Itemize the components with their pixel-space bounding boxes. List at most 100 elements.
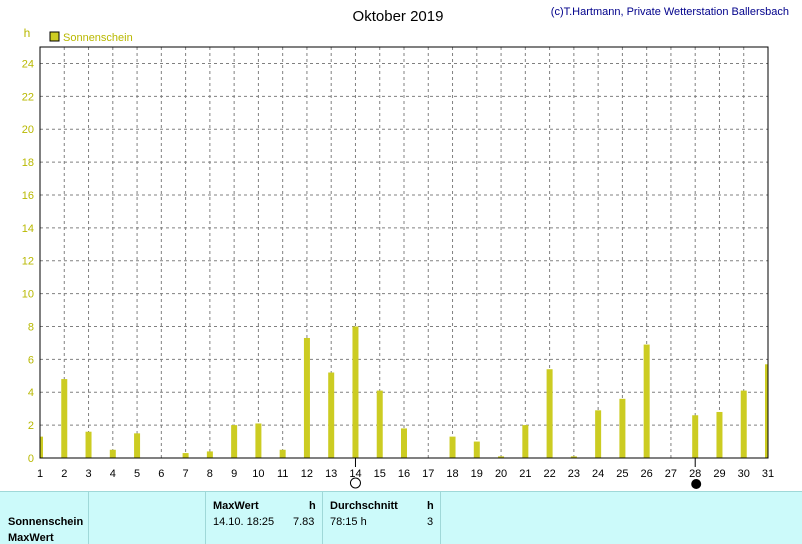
bar-day-31: 31: 5.7	[765, 364, 768, 458]
summary-empty-column	[89, 492, 206, 544]
x-tick-label: 25	[616, 468, 628, 480]
y-tick-label: 4	[28, 387, 34, 399]
summary-average-column: Durchschnitt h 78:15 h 3	[323, 492, 441, 544]
x-tick-label: 7	[183, 468, 189, 480]
x-tick-label: 26	[641, 468, 653, 480]
x-tick-label: 1	[37, 468, 43, 480]
sunshine-chart: Oktober 2019 (c)T.Hartmann, Private Wett…	[22, 6, 789, 489]
bar-day-26: 26: 6.9	[643, 344, 650, 458]
summary-max-column: MaxWert h 14.10. 18:25 7.83	[206, 492, 323, 544]
y-tick-label: 14	[22, 223, 34, 235]
x-tick-label: 24	[592, 468, 604, 480]
bar-day-2: 2: 4.8	[61, 379, 68, 458]
x-tick-label: 30	[738, 468, 750, 480]
credit-text: (c)T.Hartmann, Private Wetterstation Bal…	[551, 6, 789, 18]
bar-day-12: 12: 7.3	[303, 337, 310, 458]
x-tick-label: 29	[713, 468, 725, 480]
x-tick-label: 11	[277, 468, 288, 480]
bar-day-22: 22: 5.4	[546, 369, 553, 458]
x-tick-label: 8	[207, 468, 213, 480]
bar-day-19: 19: 1	[473, 441, 480, 458]
bar-day-28: 28: 2.6	[692, 415, 699, 458]
bar-day-4: 4: 0.5	[109, 449, 116, 458]
x-tick-label: 6	[158, 468, 164, 480]
bar-day-10: 10: 2.1	[255, 423, 262, 458]
max-value: 7.83	[293, 516, 315, 528]
x-tick-label: 4	[110, 468, 116, 480]
row-label-maxwert: MaxWert	[8, 532, 54, 544]
bar-day-29: 29: 2.8	[716, 411, 723, 458]
max-header: MaxWert	[213, 500, 259, 512]
y-tick-label: 6	[28, 354, 34, 366]
bar-day-5: 5: 1.5	[134, 433, 141, 458]
chart-title: Oktober 2019	[353, 8, 444, 25]
y-tick-label: 12	[22, 256, 34, 268]
bar-day-15: 15: 4.1	[376, 390, 383, 458]
x-tick-label: 2	[61, 468, 67, 480]
x-tick-label: 23	[568, 468, 580, 480]
y-tick-label: 18	[22, 157, 34, 169]
average-total: 78:15 h	[330, 516, 367, 528]
x-tick-label: 20	[495, 468, 507, 480]
y-tick-label: 10	[22, 289, 34, 301]
bar-day-16: 16: 1.8	[401, 428, 407, 458]
x-tick-label: 10	[252, 468, 264, 480]
x-tick-label: 28	[689, 468, 701, 480]
legend-swatch	[49, 31, 60, 42]
bar-day-24: 24: 2.9	[595, 410, 602, 458]
bar-day-8: 8: 0.4	[206, 451, 213, 458]
x-tick-label: 18	[446, 468, 458, 480]
grid-lines	[40, 47, 768, 458]
bars-group: 1: 1.32: 4.83: 1.64: 0.55: 1.56: 07: 0.3…	[40, 326, 768, 458]
y-axis-unit: h	[24, 26, 31, 40]
x-tick-labels: 1 2 3 4 5 6 7 8 9 10 11 12 13 14 15 16 17 18 19 20 21 22 23 24 2…	[37, 468, 774, 480]
x-tick-label: 14	[349, 468, 361, 480]
x-tick-label: 19	[471, 468, 483, 480]
x-tick-label: 22	[543, 468, 555, 480]
bar-day-3: 3: 1.6	[85, 431, 92, 458]
new-moon-icon	[691, 479, 702, 489]
y-tick-label: 16	[22, 190, 34, 202]
bar-day-30: 30: 4.1	[740, 390, 747, 458]
y-tick-label: 8	[28, 321, 34, 333]
average-unit: h	[427, 500, 434, 512]
bar-day-21: 21: 2	[522, 425, 529, 458]
bar-day-11: 11: 0.5	[279, 449, 286, 458]
x-tick-label: 16	[398, 468, 410, 480]
bar-day-25: 25: 3.6	[619, 398, 626, 458]
y-tick-label: 22	[22, 91, 34, 103]
x-tick-label: 21	[519, 468, 531, 480]
bar-day-14: 14: 8	[352, 326, 359, 458]
summary-panel: Sonnenschein MaxWert MaxWert h 14.10. 18…	[0, 491, 802, 544]
x-tick-label: 3	[85, 468, 91, 480]
x-tick-label: 31	[762, 468, 774, 480]
moon-markers	[349, 458, 702, 489]
bar-day-1: 1: 1.3	[40, 436, 43, 458]
average-value: 3	[427, 516, 434, 528]
row-label-sunshine: Sonnenschein	[8, 516, 84, 528]
bar-day-7: 7: 0.3	[182, 453, 189, 458]
bar-day-9: 9: 2	[231, 425, 238, 458]
y-tick-label: 2	[28, 420, 34, 432]
y-tick-label: 24	[22, 58, 34, 70]
bar-day-20: 20: 0.1	[498, 456, 505, 458]
x-tick-label: 17	[422, 468, 434, 480]
average-header: Durchschnitt	[330, 500, 398, 512]
x-tick-label: 5	[134, 468, 140, 480]
max-unit: h	[309, 500, 316, 512]
max-date: 14.10. 18:25	[213, 516, 275, 528]
x-tick-label: 15	[374, 468, 386, 480]
x-tick-label: 27	[665, 468, 677, 480]
bar-day-23: 23: 0.1	[570, 456, 577, 458]
x-tick-label: 13	[325, 468, 337, 480]
y-tick-label: 20	[22, 124, 34, 136]
plot-frame	[39, 46, 769, 459]
bar-day-13: 13: 5.2	[328, 372, 335, 458]
y-tick-label: 0	[28, 453, 34, 465]
full-moon-icon	[349, 477, 361, 489]
x-tick-label: 12	[301, 468, 313, 480]
legend-label: Sonnenschein	[63, 32, 133, 44]
bar-day-18: 18: 1.3	[449, 436, 456, 458]
summary-label-column: Sonnenschein MaxWert	[0, 492, 89, 544]
